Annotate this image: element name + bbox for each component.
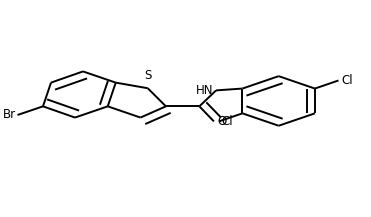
Text: Cl: Cl [222,115,233,128]
Text: S: S [144,69,151,82]
Text: Br: Br [3,108,16,122]
Text: Cl: Cl [341,74,353,87]
Text: HN: HN [196,84,213,97]
Text: O: O [217,115,227,128]
